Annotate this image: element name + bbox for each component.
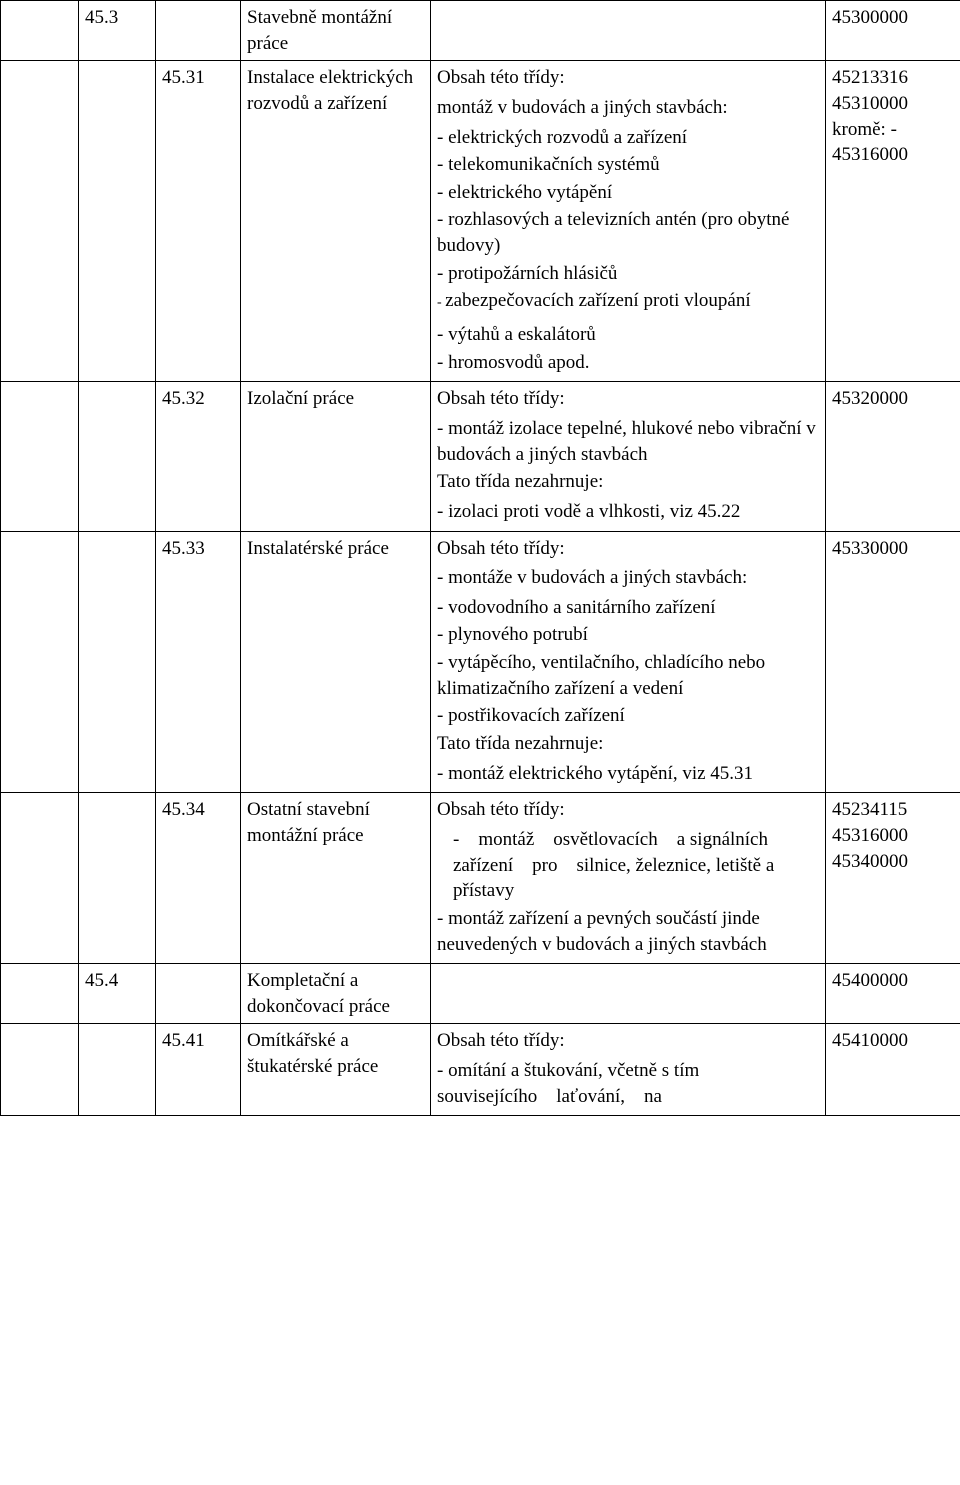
classification-table: 45.3 Stavebně montážní práce 45300000 45… [0, 0, 960, 1116]
code-line: 45234115 [832, 797, 954, 823]
code-line: 45316000 [832, 142, 954, 168]
table-row: 45.31 Instalace elektrických rozvodů a z… [1, 61, 960, 382]
cell-col1 [1, 964, 79, 1024]
list-item: - montáž izolace tepelné, hlukové nebo v… [437, 416, 819, 467]
cell-col5 [431, 1, 826, 61]
table-row: 45.34 Ostatní stavební montážní práce Ob… [1, 793, 960, 964]
list-item: - postřikovacích zařízení [437, 703, 819, 729]
code-line: 45316000 [832, 823, 954, 849]
list-item: - telekomunikačních systémů [437, 152, 819, 178]
table-row: 45.32 Izolační práce Obsah této třídy: -… [1, 382, 960, 531]
cell-col4: Omítkářské a štukatérské práce [241, 1024, 431, 1116]
cell-col6: 45300000 [826, 1, 960, 61]
cell-col2 [79, 61, 156, 382]
desc-intro: Obsah této třídy: [437, 536, 819, 562]
cell-col3 [156, 964, 241, 1024]
cell-col1 [1, 531, 79, 793]
cell-col3: 45.33 [156, 531, 241, 793]
table-row: 45.3 Stavebně montážní práce 45300000 [1, 1, 960, 61]
list-item: - protipožárních hlásičů [437, 261, 819, 287]
cell-col3: 45.32 [156, 382, 241, 531]
cell-col3: 45.41 [156, 1024, 241, 1116]
cell-col3: 45.31 [156, 61, 241, 382]
cell-col2 [79, 382, 156, 531]
table-row: 45.4 Kompletační a dokončovací práce 454… [1, 964, 960, 1024]
list-item: - rozhlasových a televizních antén (pro … [437, 207, 819, 258]
cell-col4: Ostatní stavební montážní práce [241, 793, 431, 964]
cell-col6: 45234115 45316000 45340000 [826, 793, 960, 964]
cell-col1 [1, 382, 79, 531]
list-item: - izolaci proti vodě a vlhkosti, viz 45.… [437, 499, 819, 525]
list-item: - zabezpečovacích zařízení proti vloupán… [437, 288, 819, 314]
cell-col5: Obsah této třídy: - montáž izolace tepel… [431, 382, 826, 531]
exclude-intro: Tato třída nezahrnuje: [437, 469, 819, 495]
cell-col6: 45410000 [826, 1024, 960, 1116]
cell-col6: 45400000 [826, 964, 960, 1024]
list-item: - montáž osvětlovacích a signálních zaří… [437, 827, 819, 904]
desc-intro: Obsah této třídy: [437, 797, 819, 823]
cell-col1 [1, 61, 79, 382]
cell-col2: 45.4 [79, 964, 156, 1024]
cell-col2 [79, 793, 156, 964]
list-item: - výtahů a eskalátorů [437, 322, 819, 348]
code-line: 45340000 [832, 849, 954, 875]
cell-col4: Stavebně montážní práce [241, 1, 431, 61]
cell-col5: Obsah této třídy: montáž v budovách a ji… [431, 61, 826, 382]
code-line: 45213316 [832, 65, 954, 91]
list-item: - montáž elektrického vytápění, viz 45.3… [437, 761, 819, 787]
cell-col5: Obsah této třídy: - omítání a štukování,… [431, 1024, 826, 1116]
list-item: - elektrických rozvodů a zařízení [437, 125, 819, 151]
desc-line: montáž v budovách a jiných stavbách: [437, 95, 819, 121]
cell-col3: 45.34 [156, 793, 241, 964]
cell-col2: 45.3 [79, 1, 156, 61]
cell-col6: 45213316 45310000 kromě: - 45316000 [826, 61, 960, 382]
list-item: - omítání a štukování, včetně s tím souv… [437, 1058, 819, 1109]
table-row: 45.33 Instalatérské práce Obsah této tří… [1, 531, 960, 793]
desc-intro: Obsah této třídy: [437, 1028, 819, 1054]
list-item: - elektrického vytápění [437, 180, 819, 206]
list-item: - montáž zařízení a pevných součástí jin… [437, 906, 819, 957]
code-line: 45310000 [832, 91, 954, 117]
cell-col6: 45320000 [826, 382, 960, 531]
cell-col4: Instalace elektrických rozvodů a zařízen… [241, 61, 431, 382]
cell-col5: Obsah této třídy: - montáž osvětlovacích… [431, 793, 826, 964]
list-item: - plynového potrubí [437, 622, 819, 648]
desc-intro: Obsah této třídy: [437, 65, 819, 91]
table-row: 45.41 Omítkářské a štukatérské práce Obs… [1, 1024, 960, 1116]
cell-col6: 45330000 [826, 531, 960, 793]
list-item: - vodovodního a sanitárního zařízení [437, 595, 819, 621]
cell-col3 [156, 1, 241, 61]
list-item: - hromosvodů apod. [437, 350, 819, 376]
desc-line: - montáže v budovách a jiných stavbách: [437, 565, 819, 591]
cell-col1 [1, 1, 79, 61]
list-item: - vytápěcího, ventilačního, chladícího n… [437, 650, 819, 701]
cell-col4: Kompletační a dokončovací práce [241, 964, 431, 1024]
desc-intro: Obsah této třídy: [437, 386, 819, 412]
cell-col4: Instalatérské práce [241, 531, 431, 793]
cell-col2 [79, 531, 156, 793]
exclude-intro: Tato třída nezahrnuje: [437, 731, 819, 757]
cell-col1 [1, 793, 79, 964]
cell-col1 [1, 1024, 79, 1116]
code-line: kromě: - [832, 117, 954, 143]
cell-col5: Obsah této třídy: - montáže v budovách a… [431, 531, 826, 793]
cell-col2 [79, 1024, 156, 1116]
cell-col5 [431, 964, 826, 1024]
cell-col4: Izolační práce [241, 382, 431, 531]
